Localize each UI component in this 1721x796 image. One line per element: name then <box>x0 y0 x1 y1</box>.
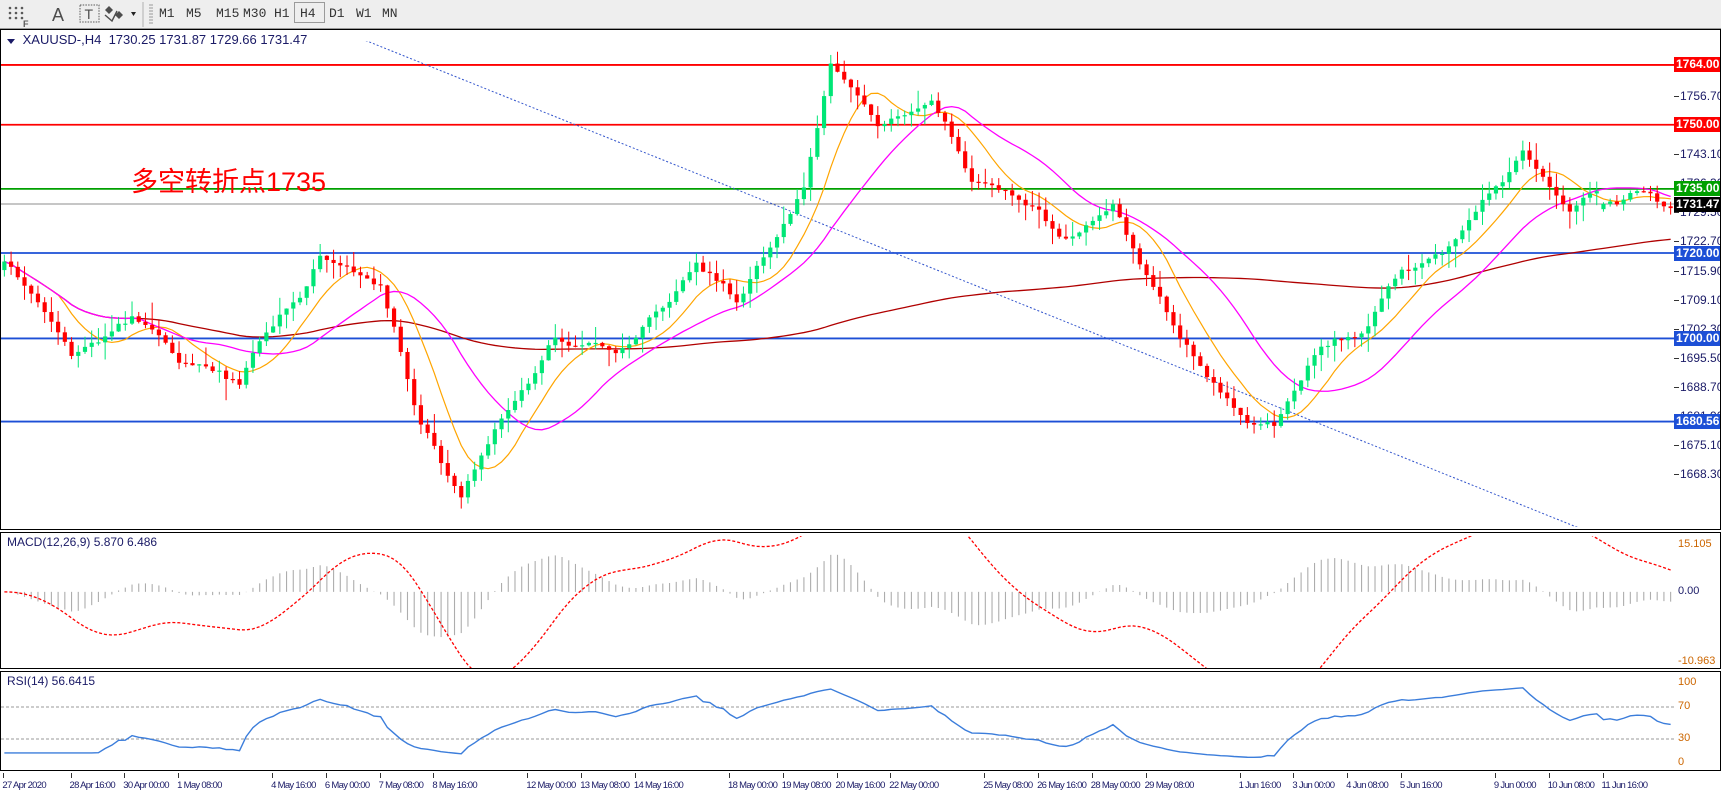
svg-text:F: F <box>23 19 29 29</box>
svg-text:T: T <box>85 6 94 22</box>
svg-text:A: A <box>52 5 64 25</box>
